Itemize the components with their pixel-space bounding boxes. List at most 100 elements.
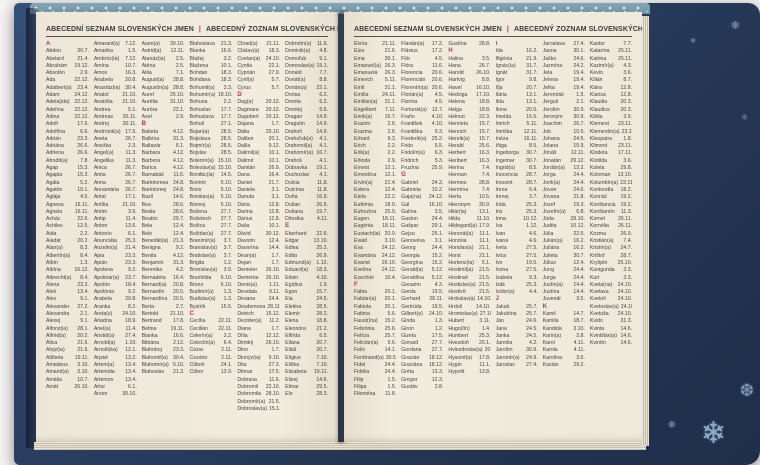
nameday-date: 1.2. bbox=[434, 325, 444, 332]
name-entry: Halina 3.5. bbox=[448, 56, 490, 63]
name-entry: Evald 3.10. bbox=[354, 238, 396, 245]
nameday-date: 4.11. bbox=[573, 347, 585, 354]
nameday-date: 14.9. bbox=[316, 121, 328, 128]
name-label: Amadeus bbox=[46, 362, 68, 369]
name-entry: Fatima 5.6. bbox=[354, 311, 396, 318]
nameday-date: 18.8. bbox=[478, 106, 491, 113]
nameday-date: 10.1. bbox=[268, 223, 281, 230]
name-entry: Dionýz(ia) 9.10. bbox=[237, 355, 280, 362]
nameday-date: 3.3. bbox=[623, 267, 633, 274]
nameday-date: 15.12. bbox=[265, 310, 281, 317]
nameday-date: 6.2. bbox=[319, 99, 328, 106]
name-label: Dorián(a) bbox=[285, 84, 307, 91]
name-label: Fruzína bbox=[401, 165, 419, 172]
name-entry: Dorisa 6.2. bbox=[285, 92, 328, 99]
name-label: Kilián bbox=[589, 77, 603, 84]
name-label: Angelika bbox=[93, 157, 114, 164]
name-entry: Agapia 15.3. bbox=[46, 172, 89, 179]
name-entry: Herína 7.4. bbox=[448, 165, 490, 172]
nameday-date: 1.7. bbox=[271, 347, 281, 354]
name-entry: Bernard(a) 20.8. bbox=[142, 282, 185, 289]
name-entry: Andronik(a) 17.5. bbox=[94, 129, 137, 136]
name-entry: Kozma 26.9. bbox=[590, 231, 632, 238]
nameday-date: 6.1. bbox=[175, 143, 185, 150]
name-entry: Hypolit 13.8. bbox=[448, 369, 490, 376]
name-entry: Krištof 28.7. bbox=[590, 253, 632, 260]
name-entry: Donald 7.7. bbox=[285, 70, 328, 77]
nameday-date: 21.1. bbox=[478, 252, 491, 259]
nameday-date: 5.10. bbox=[172, 362, 185, 369]
name-entry: Albertín(a) 8.4. bbox=[46, 253, 89, 260]
name-entry: Kvetava 24.10. bbox=[590, 289, 632, 296]
name-entry: Erazim 2.6. bbox=[354, 121, 396, 128]
nameday-date: 5.10. bbox=[220, 201, 233, 208]
name-label: Jaroslav bbox=[495, 362, 515, 369]
name-entry: Adrián 23.3. bbox=[46, 136, 89, 143]
name-entry: Hostislav(a) 21.5. bbox=[448, 282, 490, 289]
name-label: Horst bbox=[448, 252, 461, 259]
name-label: Betina bbox=[141, 325, 157, 332]
name-label: Egídius bbox=[285, 281, 303, 288]
nameday-date: 15.3. bbox=[77, 172, 89, 179]
nameday-date: 21.7. bbox=[268, 179, 281, 186]
nameday-date: 18.3. bbox=[220, 77, 233, 84]
name-entry: Blanka 16.6. bbox=[189, 48, 232, 55]
name-label: Ingeborga bbox=[495, 150, 519, 157]
name-label: Ginda bbox=[401, 318, 416, 325]
name-label: Klement bbox=[589, 121, 609, 128]
name-label: Gustáv bbox=[401, 383, 418, 390]
name-entry: Anatol 21.10. bbox=[94, 92, 137, 99]
nameday-date: 7.11. bbox=[385, 106, 397, 113]
name-label: Hrdoš bbox=[448, 303, 463, 310]
nameday-date: 18.8. bbox=[478, 99, 491, 106]
name-entry: Auróra 22.1. bbox=[142, 107, 185, 114]
nameday-date: 9.1. bbox=[319, 55, 328, 62]
name-label: Enrik(a) bbox=[354, 113, 373, 120]
name-label: Cvetan(a) bbox=[237, 55, 261, 62]
nameday-date: 3.2. bbox=[223, 332, 233, 339]
name-label: Gerald(a) bbox=[401, 267, 424, 274]
name-entry: Antim 3.9. bbox=[94, 209, 137, 216]
nameday-date: 13.1. bbox=[526, 92, 538, 99]
name-label: Alena bbox=[46, 281, 60, 288]
name-label: Gilbert(a) bbox=[401, 310, 423, 317]
nameday-date: 25.7. bbox=[384, 332, 397, 339]
nameday-date: 16.6. bbox=[220, 48, 233, 55]
name-label: Brigita bbox=[189, 259, 205, 266]
name-label: Apia bbox=[93, 252, 105, 259]
name-entry: Dalimír 10.1. bbox=[237, 158, 280, 165]
nameday-date: 21.10. bbox=[122, 201, 137, 208]
name-label: Július bbox=[542, 259, 556, 266]
name-label: Bianka bbox=[141, 332, 158, 339]
name-label: Ada bbox=[46, 77, 56, 84]
name-entry: Gerda 19.5. bbox=[401, 289, 443, 296]
nameday-date: 10.7. bbox=[77, 376, 89, 383]
name-label: Borivoj bbox=[189, 201, 206, 208]
nameday-date: 26.10. bbox=[265, 340, 281, 347]
section-letter: B bbox=[141, 121, 146, 128]
nameday-date: 17.8. bbox=[478, 354, 491, 361]
name-label: Elvíra bbox=[354, 41, 368, 47]
name-entry: Fidel 24.4. bbox=[354, 362, 396, 369]
name-label: Dalila bbox=[237, 143, 251, 150]
name-label: Blahoslava bbox=[189, 41, 215, 47]
nameday-date: 22.12. bbox=[74, 99, 89, 106]
name-label: Apián bbox=[93, 259, 108, 266]
nameday-date: 14.6. bbox=[620, 340, 633, 347]
name-entry: Agnesa 16.11. bbox=[46, 202, 89, 209]
name-entry: Cyprián 27.9. bbox=[237, 70, 280, 77]
nameday-date: 16.9. bbox=[316, 194, 328, 201]
name-label: Jovan bbox=[542, 186, 557, 193]
nameday-date: 3.10. bbox=[384, 238, 397, 245]
name-entry: Benedikt(a) 21.3. bbox=[142, 238, 185, 245]
name-entry: Aladár 20.2. bbox=[46, 238, 89, 245]
nameday-date: 18.9. bbox=[384, 201, 397, 208]
name-label: Gertrúda bbox=[401, 303, 422, 310]
name-label: Jorga bbox=[542, 172, 556, 179]
snowflake-icon: ❅ bbox=[690, 38, 696, 45]
name-entry: Eugénia 18.11. bbox=[354, 223, 396, 230]
nameday-date: 15.3. bbox=[77, 165, 89, 172]
name-label: Aristid(a) bbox=[93, 332, 115, 339]
name-label: Ivo bbox=[495, 259, 503, 266]
